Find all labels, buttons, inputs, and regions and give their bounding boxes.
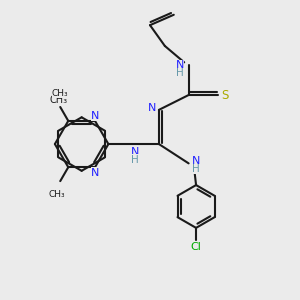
Text: CH₃: CH₃ (52, 89, 69, 98)
Text: N: N (131, 147, 139, 158)
Text: H: H (176, 68, 184, 78)
Text: CH₃: CH₃ (50, 94, 68, 105)
Text: Cl: Cl (190, 242, 202, 252)
Text: N: N (91, 110, 99, 121)
Text: H: H (192, 164, 200, 174)
Text: N: N (192, 156, 200, 166)
Text: N: N (176, 60, 184, 70)
Text: N: N (148, 103, 157, 113)
Text: CH₃: CH₃ (49, 190, 66, 199)
Text: N: N (91, 168, 99, 178)
Text: S: S (221, 88, 229, 101)
Text: H: H (131, 154, 139, 164)
